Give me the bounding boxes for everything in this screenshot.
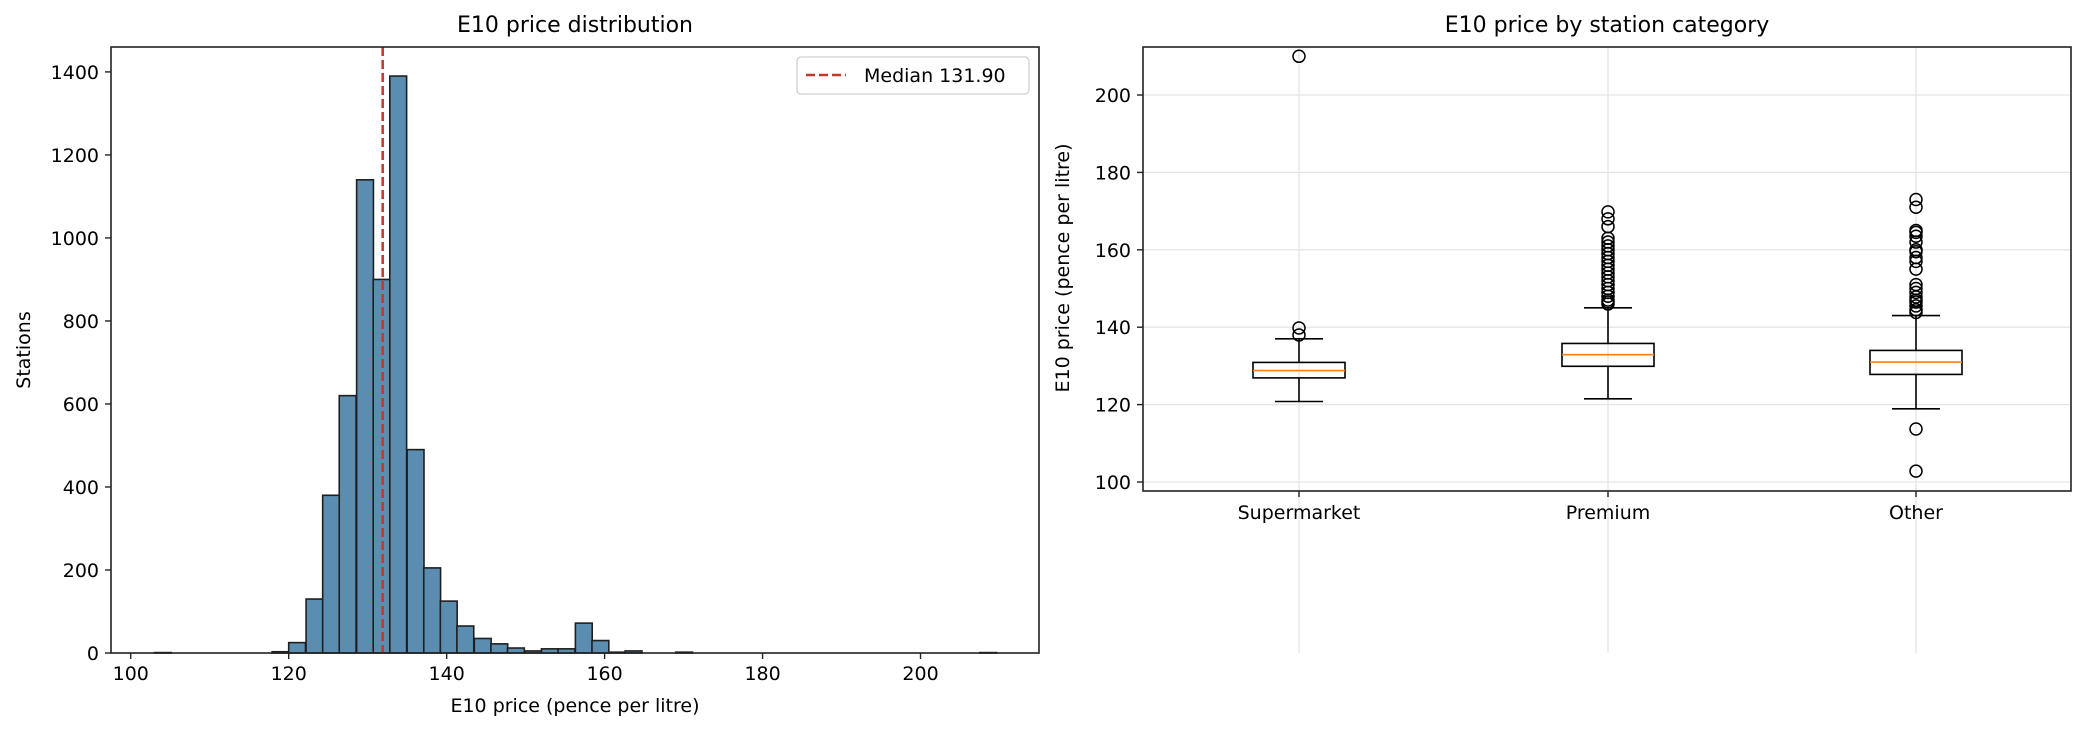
y-axis-label: Stations [13, 311, 35, 388]
histogram-bar [474, 638, 491, 653]
x-axis-label: E10 price (pence per litre) [450, 695, 699, 717]
y-axis-label: E10 price (pence per litre) [1052, 143, 1074, 392]
y-tick-label: 1200 [51, 145, 99, 167]
x-tick-label: 160 [586, 663, 622, 685]
x-tick-label: 100 [113, 663, 149, 685]
y-tick-label: 120 [1095, 395, 1131, 417]
histogram-bar [592, 641, 609, 653]
box-other [1870, 193, 1962, 477]
x-tick-label: 140 [429, 663, 465, 685]
y-tick-label: 600 [63, 394, 99, 416]
histogram-bar [491, 644, 508, 653]
chart-title: E10 price by station category [1445, 13, 1770, 38]
y-tick-label: 100 [1095, 472, 1131, 494]
histogram-bar [323, 495, 340, 653]
plot-frame [1143, 47, 2071, 491]
histogram-bar [357, 180, 374, 653]
plot-frame [111, 47, 1039, 653]
histogram-bar [390, 76, 407, 653]
x-tick-label: Premium [1566, 502, 1651, 524]
boxplot-chart: E10 price by station category 100 120 140 16… [1042, 0, 2084, 731]
histogram-bar [575, 623, 592, 653]
histogram-bar [306, 599, 323, 653]
legend-label: Median 131.90 [864, 65, 1006, 87]
histogram-bar [289, 643, 306, 653]
x-tick-label: 200 [902, 663, 938, 685]
histogram-bar [339, 396, 356, 653]
histogram-bar [440, 601, 457, 653]
histogram-bar [457, 626, 474, 653]
boxplot-panel: E10 price by station category 100 120 140 16… [1042, 0, 2084, 731]
x-tick-label: 180 [744, 663, 780, 685]
x-tick-label: Supermarket [1238, 502, 1361, 524]
histogram-bar [424, 568, 441, 653]
y-tick-label: 160 [1095, 240, 1131, 262]
histogram-chart: E10 price distribution 100 120 140 160 180 200… [0, 0, 1042, 731]
histogram-bar [407, 450, 424, 653]
x-tick-label: Other [1889, 502, 1943, 524]
y-tick-label: 1400 [51, 62, 99, 84]
y-tick-label: 140 [1095, 317, 1131, 339]
y-tick-label: 200 [1095, 85, 1131, 107]
legend: Median 131.90 [797, 57, 1029, 94]
spacer [1143, 47, 2071, 491]
x-tick-label: 120 [271, 663, 307, 685]
y-tick-label: 800 [63, 311, 99, 333]
y-tick-label: 180 [1095, 162, 1131, 184]
y-tick-label: 1000 [51, 228, 99, 250]
y-tick-label: 200 [63, 560, 99, 582]
chart-title: E10 price distribution [457, 13, 693, 38]
y-tick-label: 0 [87, 643, 99, 665]
y-tick-label: 400 [63, 477, 99, 499]
histogram-panel: E10 price distribution 100 120 140 160 180 200… [0, 0, 1042, 731]
